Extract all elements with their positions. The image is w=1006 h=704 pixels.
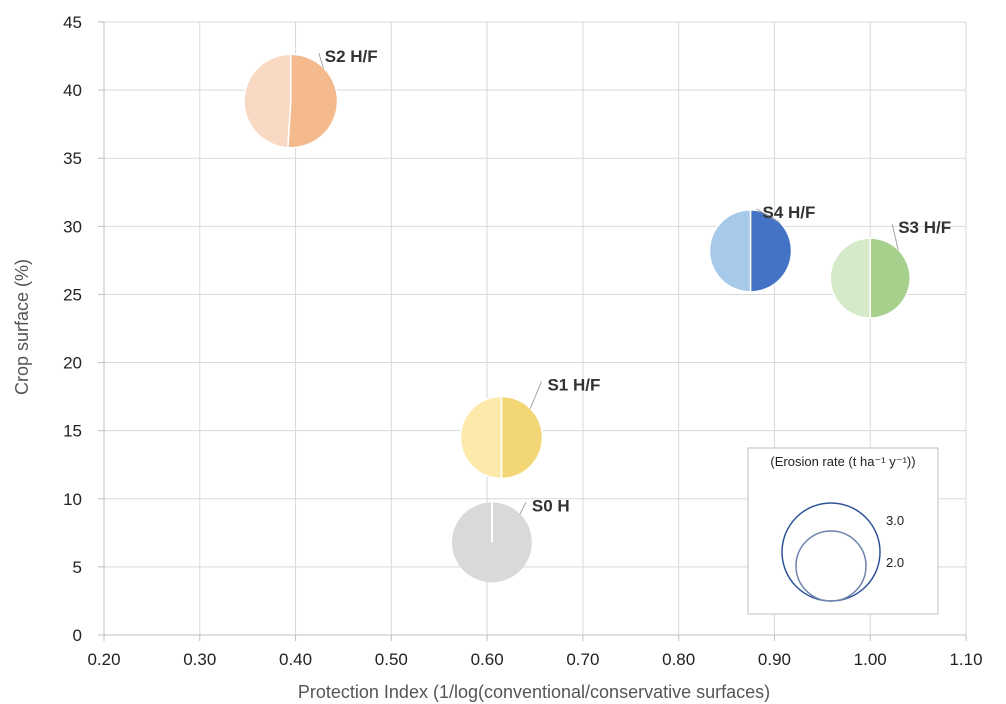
label-leader-line bbox=[519, 502, 527, 515]
y-tick-label: 40 bbox=[63, 81, 82, 100]
pie-slice bbox=[869, 237, 911, 319]
legend-value-label: 2.0 bbox=[886, 555, 904, 570]
x-tick-label: 1.10 bbox=[949, 650, 982, 669]
pie-slice bbox=[243, 53, 292, 149]
y-tick-label: 20 bbox=[63, 354, 82, 373]
y-axis-title: Crop surface (%) bbox=[12, 259, 32, 395]
x-axis-title: Protection Index (1/log(conventional/con… bbox=[298, 682, 770, 702]
axes bbox=[98, 21, 967, 641]
y-tick-label: 35 bbox=[63, 149, 82, 168]
pie-slice bbox=[708, 209, 752, 293]
x-tick-label: 0.80 bbox=[662, 650, 695, 669]
point-label: S4 H/F bbox=[763, 203, 816, 222]
tick-labels: 0.20 0.30 0.40 0.50 0.60 0.70 0.80 0.90 1.00 1.10… bbox=[63, 13, 982, 669]
x-tick-label: 0.70 bbox=[566, 650, 599, 669]
bubble-pie bbox=[459, 395, 544, 480]
x-tick-label: 0.20 bbox=[87, 650, 120, 669]
pie-slice bbox=[459, 395, 503, 480]
bubble-pie bbox=[451, 502, 532, 583]
x-tick-label: 1.00 bbox=[854, 650, 887, 669]
point-label: S1 H/F bbox=[547, 375, 600, 394]
y-tick-label: 10 bbox=[63, 490, 82, 509]
x-tick-label: 0.40 bbox=[279, 650, 312, 669]
pie-slice bbox=[500, 395, 544, 480]
y-tick-label: 5 bbox=[73, 558, 82, 577]
label-leader-line bbox=[756, 208, 780, 223]
legend-box bbox=[747, 447, 939, 615]
legend-value-label: 3.0 bbox=[886, 513, 904, 528]
point-label: S3 H/F bbox=[898, 218, 951, 237]
pie-slice bbox=[287, 53, 339, 149]
bubble-pie bbox=[243, 53, 339, 149]
point-label: S2 H/F bbox=[325, 47, 378, 66]
y-tick-label: 25 bbox=[63, 285, 82, 304]
pie-slice bbox=[749, 209, 793, 293]
bubble-pie bbox=[829, 237, 911, 319]
pie-slice bbox=[829, 237, 871, 319]
y-tick-label: 45 bbox=[63, 13, 82, 32]
x-tick-label: 0.30 bbox=[183, 650, 216, 669]
legend-title: (Erosion rate (t ha⁻¹ y⁻¹)) bbox=[770, 454, 915, 469]
y-tick-label: 30 bbox=[63, 217, 82, 236]
label-leader-line bbox=[318, 52, 324, 69]
legend: (Erosion rate (t ha⁻¹ y⁻¹)) 3.0 2.0 bbox=[747, 447, 939, 615]
point-label: S0 H bbox=[532, 496, 570, 515]
y-tick-label: 15 bbox=[63, 422, 82, 441]
x-tick-label: 0.90 bbox=[758, 650, 791, 669]
legend-bubble-outline bbox=[795, 530, 867, 602]
x-tick-label: 0.50 bbox=[375, 650, 408, 669]
point-labels: S0 H S1 H/F S2 H/F S3 H/F S4 H/F bbox=[318, 47, 951, 515]
bubble-pie bbox=[708, 209, 793, 293]
y-tick-label: 0 bbox=[73, 626, 82, 645]
bubble-series bbox=[243, 53, 911, 583]
label-leader-line bbox=[529, 381, 542, 409]
label-leader-line bbox=[891, 223, 899, 251]
x-tick-label: 0.60 bbox=[471, 650, 504, 669]
grid-lines bbox=[104, 21, 967, 635]
